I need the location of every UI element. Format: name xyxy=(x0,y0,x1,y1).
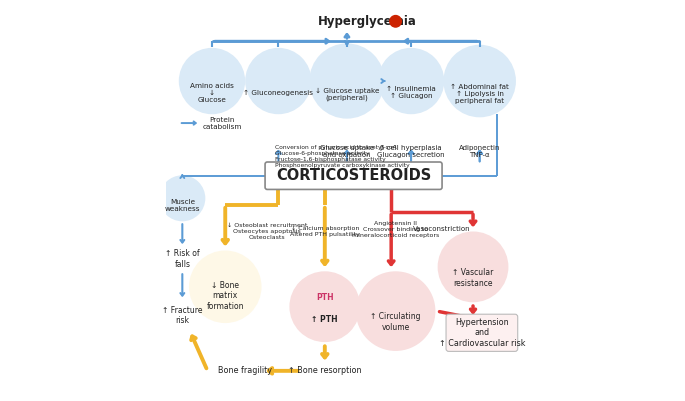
Text: ↑ Vascular
resistance: ↑ Vascular resistance xyxy=(452,268,494,288)
Ellipse shape xyxy=(310,43,384,119)
Text: CORTICOSTEROIDS: CORTICOSTEROIDS xyxy=(276,168,431,183)
Ellipse shape xyxy=(179,48,245,114)
Text: Vasoconstriction: Vasoconstriction xyxy=(413,226,471,232)
Ellipse shape xyxy=(245,48,312,114)
Text: Protein
catabolism: Protein catabolism xyxy=(203,117,242,130)
Text: ↑ PTH: ↑ PTH xyxy=(312,316,338,324)
FancyBboxPatch shape xyxy=(265,162,442,189)
Text: ↑ Fracture
risk: ↑ Fracture risk xyxy=(162,306,203,325)
Ellipse shape xyxy=(356,271,436,351)
Text: Glucose uptake
and oxidation: Glucose uptake and oxidation xyxy=(320,145,374,158)
Ellipse shape xyxy=(289,271,360,342)
Text: Muscle
weakness: Muscle weakness xyxy=(164,199,200,212)
Ellipse shape xyxy=(443,45,516,117)
Ellipse shape xyxy=(438,231,508,302)
Text: Bone fragility: Bone fragility xyxy=(218,367,272,375)
Text: Hypertension
and
↑ Cardiovascular risk: Hypertension and ↑ Cardiovascular risk xyxy=(438,318,525,348)
Text: Angiotensin II
Crossover binding to
mineralocorticoid receptors: Angiotensin II Crossover binding to mine… xyxy=(352,221,439,237)
Text: Conversion of pyruvic acid to acetyl-coA
Glucose-6-phosphatase activity
Fructose: Conversion of pyruvic acid to acetyl-coA… xyxy=(275,145,410,168)
Text: Hyperglycemia: Hyperglycemia xyxy=(317,15,416,28)
Text: ↑ Insulinemia
↑ Glucagon: ↑ Insulinemia ↑ Glucagon xyxy=(386,86,436,99)
Text: ↓ Glucose uptake
(peripheral): ↓ Glucose uptake (peripheral) xyxy=(314,87,379,101)
Text: ↑ Bone resorption: ↑ Bone resorption xyxy=(288,367,362,375)
FancyBboxPatch shape xyxy=(446,314,518,351)
Text: ↑ Abdominal fat
↑ Lipolysis in
peripheral fat: ↑ Abdominal fat ↑ Lipolysis in periphera… xyxy=(450,84,509,104)
Circle shape xyxy=(390,16,401,27)
Text: ↑ Circulating
volume: ↑ Circulating volume xyxy=(371,312,421,332)
Text: Amino acids
↓
Glucose: Amino acids ↓ Glucose xyxy=(190,83,234,103)
Text: ↓ Osteoblast recruitment
Osteocytes apoptosis
Osteoclasts: ↓ Osteoblast recruitment Osteocytes apop… xyxy=(227,223,308,240)
Text: Adiponectin
TNF-α: Adiponectin TNF-α xyxy=(459,145,501,158)
Ellipse shape xyxy=(378,48,445,114)
Text: ↓ Calcium absorption
Altered PTH pulsatility: ↓ Calcium absorption Altered PTH pulsati… xyxy=(290,226,360,237)
Text: PTH: PTH xyxy=(316,294,334,302)
Text: ↑ Gluconeogenesis: ↑ Gluconeogenesis xyxy=(243,89,313,96)
Ellipse shape xyxy=(160,175,206,221)
Text: β cell hyperplasia
Glucagon secretion: β cell hyperplasia Glucagon secretion xyxy=(377,145,445,158)
Text: ↑ Risk of
falls: ↑ Risk of falls xyxy=(165,249,199,269)
Ellipse shape xyxy=(189,251,262,323)
Text: ↓ Bone
matrix
formation: ↓ Bone matrix formation xyxy=(206,281,244,310)
